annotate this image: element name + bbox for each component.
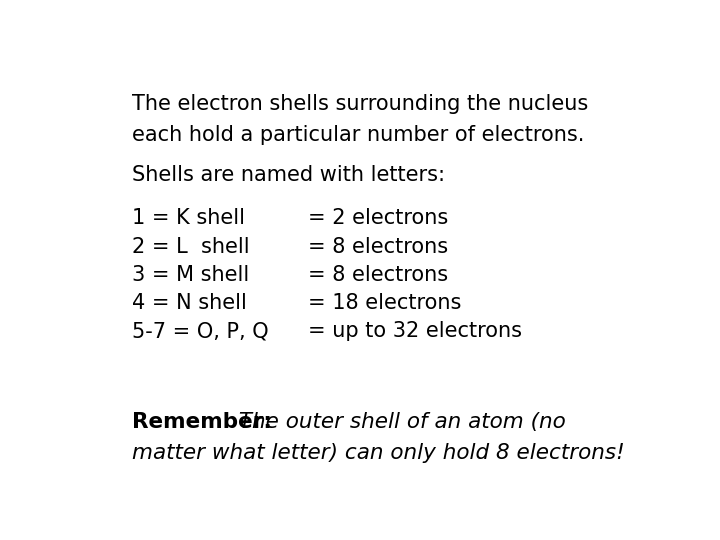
Text: 1 = K shell: 1 = K shell xyxy=(132,208,245,228)
Text: 5-7 = O, P, Q: 5-7 = O, P, Q xyxy=(132,321,269,341)
Text: The electron shells surrounding the nucleus: The electron shells surrounding the nucl… xyxy=(132,94,588,114)
Text: = 18 electrons: = 18 electrons xyxy=(307,293,461,313)
Text: The outer shell of an atom (no: The outer shell of an atom (no xyxy=(233,412,566,432)
Text: 3 = M shell: 3 = M shell xyxy=(132,265,249,285)
Text: = 8 electrons: = 8 electrons xyxy=(307,237,448,256)
Text: each hold a particular number of electrons.: each hold a particular number of electro… xyxy=(132,125,584,145)
Text: Remember:: Remember: xyxy=(132,412,271,432)
Text: matter what letter) can only hold 8 electrons!: matter what letter) can only hold 8 elec… xyxy=(132,443,625,463)
Text: = 2 electrons: = 2 electrons xyxy=(307,208,448,228)
Text: Shells are named with letters:: Shells are named with letters: xyxy=(132,165,445,185)
Text: 4 = N shell: 4 = N shell xyxy=(132,293,247,313)
Text: 2 = L  shell: 2 = L shell xyxy=(132,237,249,256)
Text: = up to 32 electrons: = up to 32 electrons xyxy=(307,321,521,341)
Text: = 8 electrons: = 8 electrons xyxy=(307,265,448,285)
